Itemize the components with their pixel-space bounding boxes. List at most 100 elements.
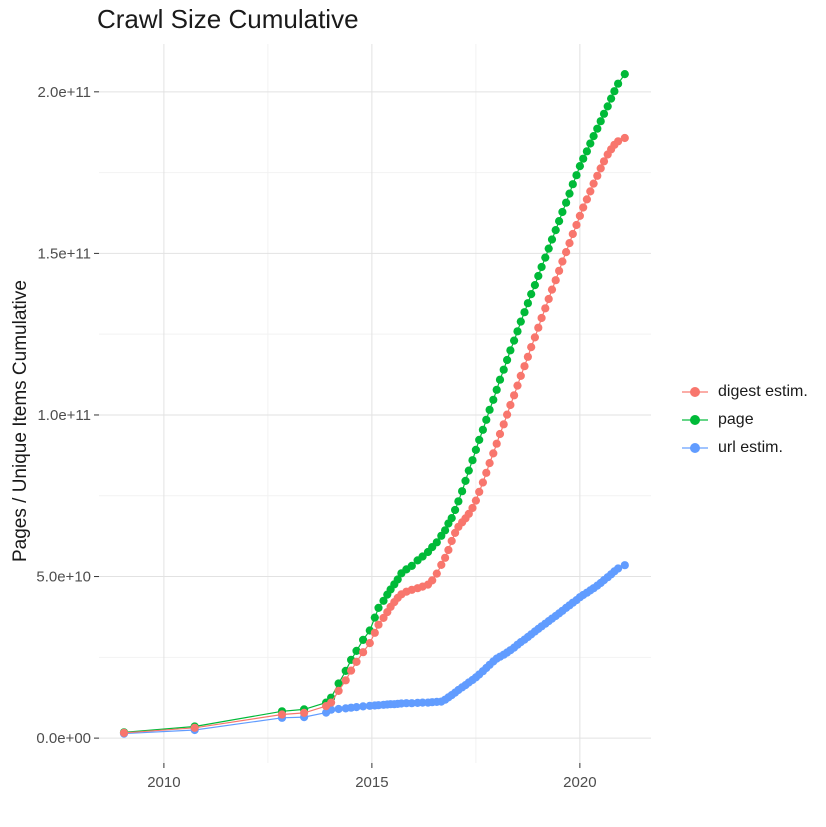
data-point	[478, 425, 487, 434]
data-point	[537, 262, 546, 272]
x-tick-label: 2010	[147, 774, 180, 791]
data-point	[374, 620, 383, 629]
data-point	[562, 198, 571, 207]
data-point	[475, 487, 484, 496]
data-point	[437, 560, 446, 570]
data-point	[428, 576, 437, 585]
data-point	[334, 686, 343, 696]
data-point	[530, 333, 540, 342]
data-point	[489, 449, 498, 458]
data-point	[468, 456, 477, 465]
data-point	[359, 648, 368, 657]
data-point	[513, 327, 522, 336]
data-point	[352, 657, 361, 667]
data-point	[555, 266, 564, 275]
data-point	[568, 229, 577, 239]
data-point	[544, 244, 553, 253]
data-point	[544, 294, 553, 304]
data-point	[379, 596, 388, 605]
data-point	[596, 164, 605, 173]
chart-title: Crawl Size Cumulative	[97, 4, 359, 34]
y-tick-label: 5.0e+10	[36, 569, 91, 586]
legend-key-icon	[682, 385, 708, 399]
data-point	[495, 375, 505, 384]
data-point	[374, 603, 383, 613]
data-point	[379, 613, 388, 623]
data-point	[492, 439, 501, 448]
data-point	[593, 124, 602, 133]
data-point	[614, 564, 623, 573]
data-point	[603, 102, 612, 111]
data-point	[607, 94, 616, 103]
data-point	[190, 723, 199, 732]
data-point	[620, 561, 629, 570]
data-point	[582, 147, 592, 156]
data-point	[432, 569, 441, 578]
data-point	[471, 445, 480, 454]
legend-item-page: page	[682, 406, 808, 434]
x-tick-label: 2020	[563, 774, 596, 791]
data-point	[365, 639, 374, 648]
data-point	[568, 180, 577, 189]
legend-key-icon	[682, 413, 708, 427]
y-axis-title: Pages / Unique Items Cumulative	[10, 280, 31, 562]
data-point	[586, 139, 595, 148]
legend-item-label: digest estim.	[718, 383, 808, 400]
data-point	[478, 478, 487, 487]
data-point	[485, 459, 494, 468]
data-point	[547, 235, 557, 244]
data-point	[520, 362, 529, 371]
legend-key-dot	[690, 415, 700, 425]
data-point	[393, 575, 402, 584]
axis-ticks	[94, 91, 581, 768]
data-point	[370, 613, 379, 622]
data-point	[503, 355, 512, 365]
data-point	[334, 704, 343, 714]
series-url-estim	[119, 561, 629, 738]
y-tick-label: 2.0e+11	[37, 84, 91, 101]
data-point	[555, 217, 564, 226]
data-point	[575, 211, 585, 220]
data-point	[489, 395, 498, 404]
data-point	[441, 553, 450, 562]
data-point	[277, 710, 287, 719]
data-point	[495, 429, 505, 439]
data-point	[509, 391, 519, 400]
data-point	[596, 117, 605, 126]
data-point	[499, 365, 508, 374]
data-point	[506, 346, 515, 355]
data-point	[482, 468, 491, 477]
data-point	[485, 405, 494, 414]
data-point	[599, 157, 609, 166]
data-point	[451, 528, 460, 538]
data-point	[527, 290, 536, 299]
legend-item-digest-estim: digest estim.	[682, 378, 808, 406]
series-layer	[119, 70, 629, 738]
data-point	[527, 343, 536, 352]
data-point	[579, 203, 588, 212]
data-point	[593, 171, 602, 180]
data-point	[513, 381, 522, 390]
data-point	[572, 171, 581, 180]
data-point	[464, 509, 473, 518]
data-point	[541, 253, 550, 262]
data-point	[499, 420, 508, 429]
data-point	[579, 154, 588, 163]
data-point	[534, 271, 543, 281]
data-point	[334, 679, 343, 688]
data-point	[407, 699, 416, 708]
data-point	[300, 708, 309, 718]
data-point	[551, 276, 560, 285]
data-point	[589, 132, 598, 141]
legend-key-dot	[690, 443, 700, 453]
data-point	[475, 435, 484, 444]
data-point	[589, 179, 598, 188]
data-point	[352, 646, 361, 656]
gridlines-minor	[99, 44, 651, 763]
data-point	[530, 281, 540, 290]
legend-key-dot	[690, 387, 700, 397]
data-point	[523, 299, 533, 308]
x-tick-label: 2015	[355, 774, 388, 791]
legend: digest estim. page url estim.	[682, 378, 808, 462]
